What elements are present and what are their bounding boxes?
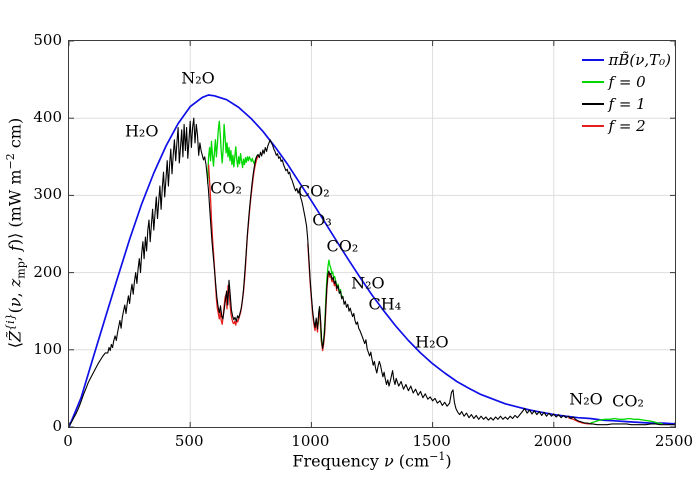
x-tick-label: 2000: [533, 432, 572, 450]
annotation-label: CO₂: [326, 236, 359, 256]
annotation-label: CO₂: [210, 178, 242, 198]
legend-item-label: f = 2: [608, 117, 646, 135]
plot-area: πB̃(ν,T₀) f = 0 f = 1 f = 2 N₂O H₂O CO₂ CO₂ O₃ C…: [68, 40, 676, 428]
legend-item-label: πB̃(ν,T₀): [608, 51, 672, 69]
y-tick-label: 200: [33, 262, 62, 281]
x-label-part: −1: [429, 450, 446, 464]
x-label-part: ν: [383, 451, 394, 471]
legend-item-label: f = 0: [608, 73, 646, 91]
annotation-label: CH₄: [368, 294, 402, 314]
x-label-part: ): [445, 451, 452, 471]
y-label-part: f: [5, 245, 25, 252]
chart-canvas: [69, 41, 675, 427]
x-tick-label: 0: [63, 432, 73, 450]
y-tick-label: 100: [33, 339, 62, 358]
x-tick-label: 1500: [412, 432, 451, 450]
y-label-part: ,: [5, 287, 25, 298]
legend-line-swatch: [581, 59, 604, 61]
legend-item: f = 2: [581, 115, 672, 137]
y-tick-label: 300: [33, 185, 62, 204]
annotation-label: H₂O: [415, 332, 449, 352]
y-tick-label: 400: [33, 108, 62, 127]
y-label-part: ν: [5, 297, 25, 308]
legend: πB̃(ν,T₀) f = 0 f = 1 f = 2: [581, 49, 672, 137]
x-axis-label: Frequency ν (cm−1): [292, 450, 452, 471]
y-tick-label: 0: [52, 417, 62, 435]
legend-item: πB̃(ν,T₀): [581, 49, 672, 71]
legend-line-swatch: [581, 103, 604, 105]
annotation-label: O₃: [312, 210, 332, 230]
legend-item: f = 1: [581, 93, 672, 115]
series-line-f-0: [207, 120, 259, 184]
legend-item: f = 0: [581, 71, 672, 93]
annotation-label: CO₂: [297, 181, 330, 201]
annotation-label: N₂O: [181, 68, 215, 88]
annotation-label: N₂O: [351, 273, 385, 293]
series-line-f-1: [69, 117, 675, 426]
y-label-part: {i}: [4, 313, 18, 331]
series-line-f-2: [307, 243, 338, 352]
y-label-part: −2: [4, 153, 18, 170]
x-tick-label: 500: [174, 432, 204, 450]
y-label-part: )⟩ (mW m: [5, 169, 25, 246]
legend-item-label: f = 1: [608, 95, 646, 113]
annotation-label: CO₂: [612, 391, 644, 411]
x-label-part: Frequency: [292, 451, 384, 471]
y-axis-label: ⟨Z̃{i}(ν, zmp, f)⟩ (mW m−2 cm): [4, 118, 28, 348]
x-tick-label: 1000: [291, 432, 330, 450]
legend-line-swatch: [581, 125, 604, 127]
annotation-label: H₂O: [124, 121, 159, 141]
y-label-part: (: [5, 307, 25, 314]
x-tick-label: 2500: [654, 432, 694, 450]
y-label-part: ,: [5, 251, 25, 262]
legend-line-swatch: [581, 81, 604, 83]
series-line-f-0: [590, 417, 664, 425]
x-label-part: (cm: [393, 451, 430, 471]
annotation-label: N₂O: [569, 389, 603, 409]
y-tick-label: 500: [33, 31, 62, 49]
series-line-planck-envelope: [69, 94, 675, 427]
